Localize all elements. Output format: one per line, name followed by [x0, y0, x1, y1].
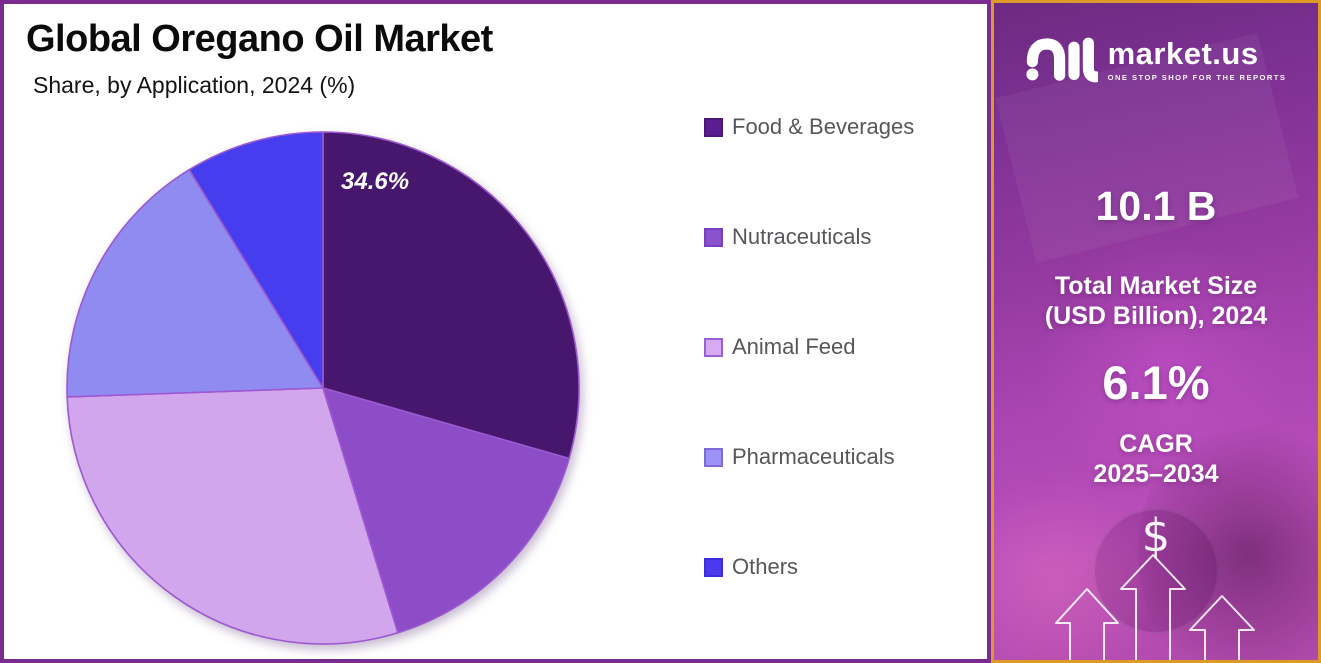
brand-tagline: ONE STOP SHOP FOR THE REPORTS	[1107, 73, 1287, 82]
pie-slice-food-beverages	[322, 131, 580, 460]
legend-label-others: Others	[732, 554, 799, 579]
page-title: Global Oregano Oil Market	[26, 18, 493, 60]
page-subtitle: Share, by Application, 2024 (%)	[33, 72, 356, 98]
brand-logo: market.us ONE STOP SHOP FOR THE REPORTS	[994, 35, 1318, 85]
legend-label-pharmaceuticals: Pharmaceuticals	[732, 444, 895, 469]
legend-item-animal-feed: Animal Feed	[704, 334, 969, 360]
legend-swatch-food-beverages	[704, 117, 723, 137]
pie-slice-nutraceuticals	[322, 387, 570, 634]
cagr-value: 6.1%	[1102, 356, 1210, 409]
market-size-label-line1: Total Market Size	[1054, 272, 1258, 300]
legend-swatch-others	[704, 557, 723, 577]
legend-item-nutraceuticals: Nutraceuticals	[704, 224, 969, 250]
cagr-years: 2025–2034	[1093, 460, 1219, 488]
legend-swatch-pharmaceuticals	[704, 447, 723, 467]
pie-chart-svg	[66, 131, 580, 645]
legend-label-nutraceuticals: Nutraceuticals	[732, 224, 872, 249]
market-size-label-line2: (USD Billion), 2024	[1044, 302, 1268, 330]
pie-slice-others	[188, 131, 324, 389]
growth-arrows-icon	[1055, 554, 1255, 660]
legend-item-pharmaceuticals: Pharmaceuticals	[704, 444, 969, 470]
market-us-logo-icon	[1026, 37, 1098, 83]
legend-label-food-beverages: Food & Beverages	[732, 114, 915, 139]
pie-chart: 34.6%	[63, 128, 583, 648]
legend-swatch-nutraceuticals	[704, 227, 723, 247]
market-size-value: 10.1 B	[1095, 183, 1217, 229]
pie-slice-animal-feed	[66, 387, 399, 645]
cagr-label: CAGR	[1119, 430, 1193, 458]
brand-sidebar: market.us ONE STOP SHOP FOR THE REPORTS …	[991, 0, 1321, 663]
legend-label-animal-feed: Animal Feed	[732, 334, 856, 359]
chart-panel: Global Oregano Oil Market Share, by Appl…	[0, 0, 991, 663]
dollar-icon: $	[1141, 509, 1171, 562]
brand-name: market.us	[1107, 36, 1259, 71]
legend-item-others: Others	[704, 554, 969, 580]
pie-slice-value-label: 34.6%	[341, 168, 410, 195]
pie-slice-pharmaceuticals	[66, 168, 324, 398]
legend-swatch-animal-feed	[704, 337, 723, 357]
chart-legend: Food & Beverages Nutraceuticals Animal Fee…	[704, 114, 969, 580]
legend-item-food-beverages: Food & Beverages	[704, 114, 969, 140]
